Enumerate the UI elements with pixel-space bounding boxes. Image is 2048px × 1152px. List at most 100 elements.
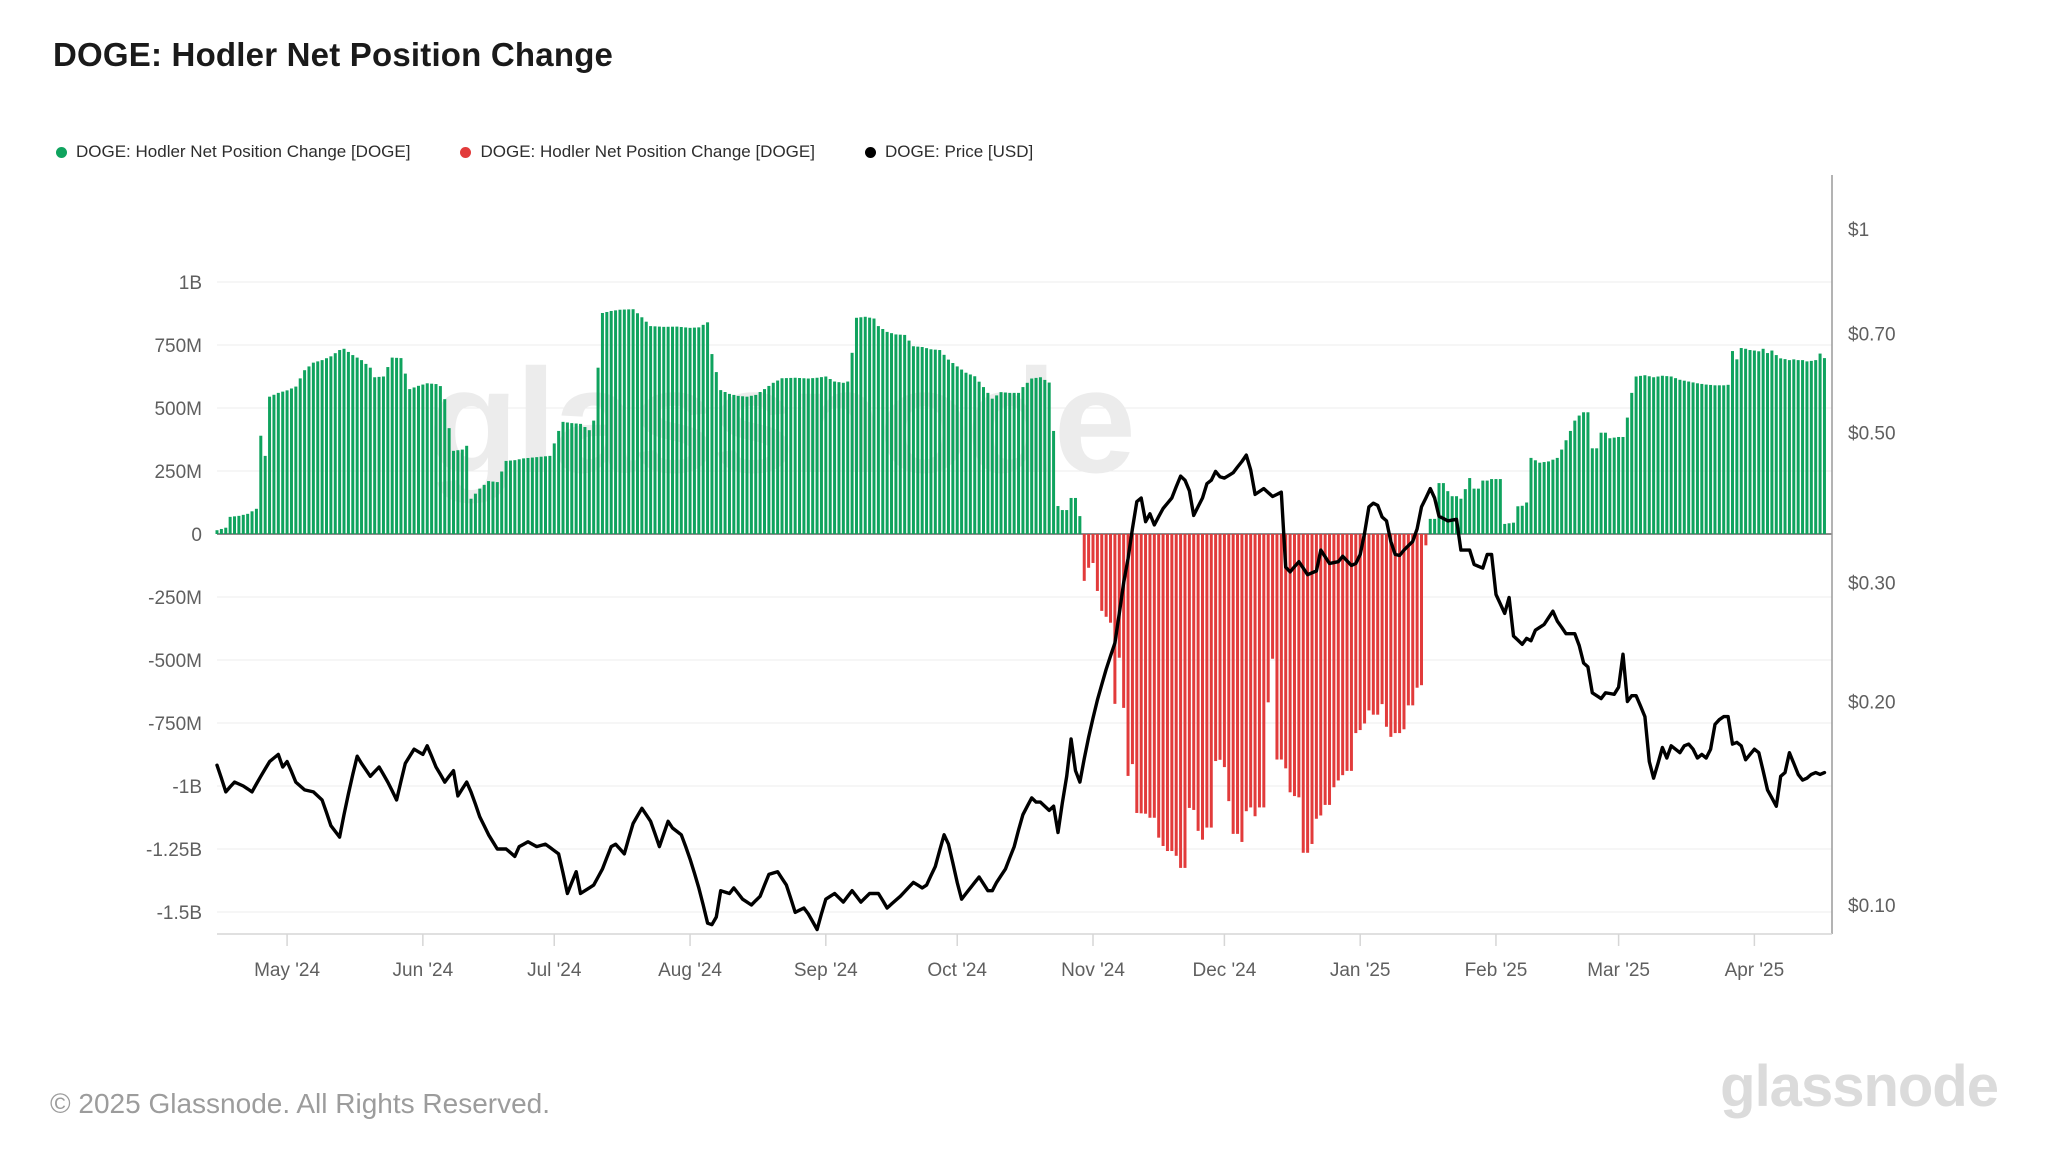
npc-bar — [522, 458, 526, 534]
npc-bar — [1279, 534, 1283, 760]
npc-bar — [1564, 440, 1568, 534]
npc-bar — [1647, 376, 1651, 534]
npc-bar — [1551, 459, 1555, 534]
npc-bar — [929, 349, 933, 534]
npc-bar — [1319, 534, 1323, 816]
npc-bar — [1065, 510, 1069, 534]
npc-bar — [1796, 360, 1800, 534]
npc-bar — [1547, 461, 1551, 534]
npc-bar — [649, 326, 653, 534]
npc-bar — [806, 378, 810, 534]
x-axis-label: May '24 — [254, 960, 320, 981]
npc-bar — [561, 421, 565, 534]
npc-bar — [535, 457, 539, 534]
npc-bar — [854, 317, 858, 534]
npc-bar — [1586, 412, 1590, 534]
npc-bar — [1468, 478, 1472, 534]
npc-bar — [1095, 534, 1099, 591]
npc-bar — [1109, 534, 1113, 623]
npc-bar — [986, 392, 990, 534]
npc-bar — [1726, 384, 1730, 534]
copyright-text: © 2025 Glassnode. All Rights Reserved. — [50, 1088, 551, 1119]
npc-bar — [942, 354, 946, 534]
npc-bar — [723, 392, 727, 534]
x-axis-label: Oct '24 — [927, 960, 987, 981]
npc-bar — [859, 317, 863, 534]
npc-bar — [1801, 360, 1805, 534]
left-axis-label: 750M — [154, 336, 202, 357]
npc-bar — [745, 396, 749, 534]
npc-bar — [1380, 534, 1384, 705]
npc-bar — [263, 455, 267, 534]
npc-bar — [1682, 380, 1686, 534]
legend-label: DOGE: Hodler Net Position Change [DOGE] — [76, 142, 411, 161]
npc-bar — [1691, 382, 1695, 534]
npc-bar — [1292, 534, 1296, 797]
npc-bar — [473, 493, 477, 534]
npc-bar — [517, 459, 521, 534]
npc-bar — [1367, 534, 1371, 711]
npc-bar — [1779, 358, 1783, 534]
npc-bar — [364, 363, 368, 534]
npc-bar — [430, 383, 434, 534]
npc-bar — [579, 423, 583, 534]
npc-bar — [513, 460, 517, 534]
npc-bar — [1516, 506, 1520, 534]
npc-bar — [416, 385, 420, 534]
price-line — [215, 453, 1827, 932]
left-axis-label: 500M — [154, 399, 202, 420]
npc-bar — [1341, 534, 1345, 776]
npc-bar — [1170, 534, 1174, 852]
npc-bar — [872, 318, 876, 534]
npc-bar — [1560, 449, 1564, 534]
npc-bar — [281, 391, 285, 534]
npc-bar — [1669, 376, 1673, 534]
npc-bar — [276, 392, 280, 534]
npc-bar — [1814, 360, 1818, 534]
npc-bar — [973, 376, 977, 534]
npc-bar — [1533, 460, 1537, 534]
npc-bar — [885, 331, 889, 534]
npc-bar — [1017, 392, 1021, 534]
npc-bar — [1030, 378, 1034, 534]
npc-bar — [1577, 415, 1581, 534]
npc-bar — [1774, 355, 1778, 534]
right-axis-label: $0.70 — [1848, 325, 1896, 346]
npc-bar — [911, 346, 915, 534]
npc-bar — [1389, 534, 1393, 737]
npc-bar — [749, 395, 753, 534]
npc-bar — [1122, 534, 1126, 708]
npc-bar — [399, 358, 403, 534]
glassnode-logo: glassnode — [1720, 1054, 1999, 1119]
npc-bar — [1722, 385, 1726, 534]
left-axis-label: 250M — [154, 462, 202, 483]
npc-bar — [1437, 483, 1441, 534]
npc-bar — [487, 481, 491, 534]
legend-dot-red-icon — [460, 146, 472, 158]
npc-bar — [671, 326, 675, 534]
npc-bar — [1231, 534, 1235, 834]
npc-bar — [268, 396, 272, 534]
legend-dot-black-icon — [864, 146, 876, 158]
npc-bar — [233, 516, 237, 534]
npc-bar — [1678, 379, 1682, 534]
npc-bar — [1139, 534, 1143, 814]
npc-bar — [1700, 383, 1704, 534]
npc-bar — [285, 390, 289, 534]
npc-bar — [780, 378, 784, 534]
page-title: DOGE: Hodler Net Position Change — [53, 36, 614, 73]
left-axis-label: -250M — [148, 588, 202, 609]
npc-bar — [706, 322, 710, 534]
npc-bar — [381, 376, 385, 534]
npc-bar — [1393, 534, 1397, 734]
npc-bar — [1490, 479, 1494, 534]
npc-bar — [846, 381, 850, 534]
npc-bar — [977, 381, 981, 534]
npc-bar — [741, 396, 745, 534]
npc-bar — [460, 449, 464, 534]
npc-bar — [824, 376, 828, 534]
npc-bar — [342, 348, 346, 534]
npc-bar — [1152, 534, 1156, 818]
left-axis-label: -1.5B — [157, 903, 202, 924]
npc-bar — [346, 351, 350, 534]
